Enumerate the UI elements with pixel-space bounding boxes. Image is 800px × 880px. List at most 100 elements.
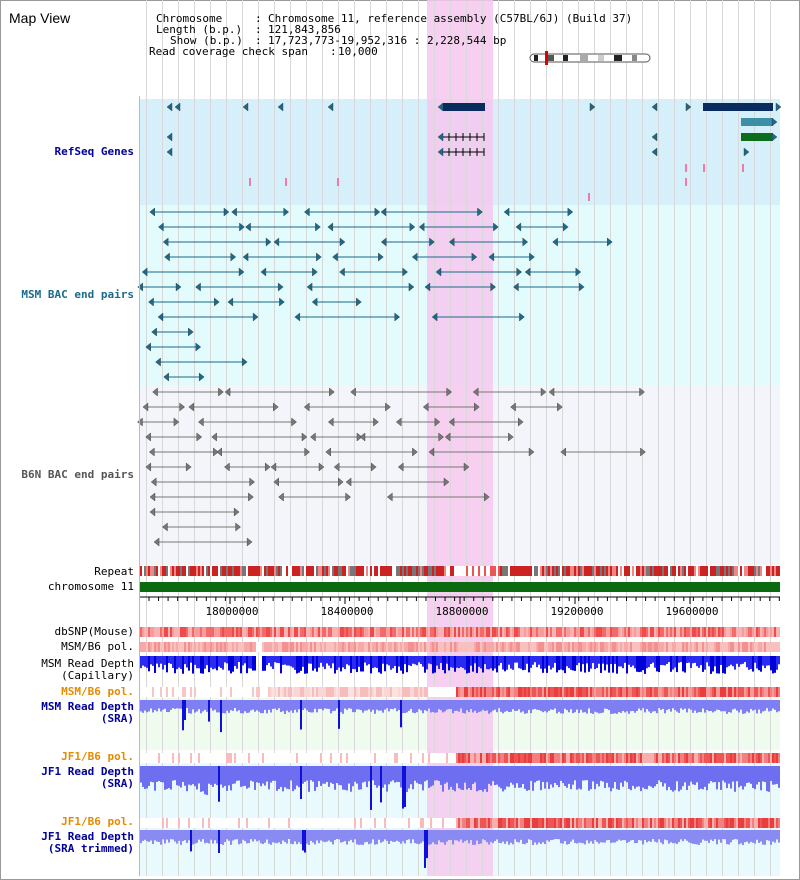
- pol-cell: [774, 818, 776, 828]
- depth-bar: [736, 766, 738, 782]
- dbsnp-cell: [630, 627, 632, 637]
- dbsnp-cell: [286, 627, 288, 637]
- depth-bar: [154, 656, 156, 674]
- depth-bar: [374, 656, 376, 668]
- depth-bar: [448, 766, 450, 790]
- depth-bar: [738, 766, 740, 788]
- depth-bar: [336, 830, 338, 840]
- dbsnp-cell: [546, 627, 548, 637]
- depth-bar: [516, 700, 518, 711]
- track-label-repeat[interactable]: Repeat: [94, 565, 134, 578]
- track-label-msm-b6-pol[interactable]: MSM/B6 pol.: [61, 640, 134, 653]
- depth-bar: [498, 766, 500, 787]
- depth-bar: [314, 766, 316, 791]
- depth-bar: [748, 700, 750, 713]
- gene-arrow-icon: [589, 102, 596, 112]
- pol-cell: [194, 687, 196, 697]
- depth-bar: [744, 700, 746, 714]
- depth-bar: [290, 830, 292, 844]
- snp-mark: [285, 178, 287, 186]
- pol-cell: [588, 818, 590, 828]
- pol-cell: [706, 818, 708, 828]
- dbsnp-cell: [698, 627, 700, 637]
- dbsnp-cell: [144, 627, 146, 637]
- track-label-msm-read-depth-sra[interactable]: MSM Read Depth: [41, 700, 134, 713]
- pol-cell: [580, 753, 582, 763]
- track-label-msm-b6-pol-2[interactable]: MSM/B6 pol.: [61, 685, 134, 698]
- depth-bar: [768, 700, 770, 712]
- track-label-jf1-read-depth-trimmed[interactable]: JF1 Read Depth: [41, 830, 134, 843]
- pol-cell: [608, 818, 610, 828]
- depth-bar: [740, 700, 742, 710]
- depth-bar: [426, 830, 428, 859]
- track-label-b6n-bac[interactable]: B6N BAC end pairs: [21, 468, 134, 481]
- repeat-block: [756, 566, 758, 576]
- depth-bar: [378, 830, 380, 840]
- depth-bar: [542, 766, 544, 782]
- depth-bar: [612, 656, 614, 673]
- pol-cell: [596, 818, 598, 828]
- track-label-msm-bac[interactable]: MSM BAC end pairs: [21, 288, 134, 301]
- depth-bar: [696, 700, 698, 713]
- pol-cell: [398, 687, 400, 697]
- pol-cell: [552, 687, 554, 697]
- pol-cell: [286, 687, 288, 697]
- pol-cell: [416, 753, 418, 763]
- repeat-block: [344, 566, 346, 576]
- pol-cell: [698, 818, 700, 828]
- depth-bar: [522, 830, 524, 844]
- pol-cell: [660, 753, 662, 763]
- msm-bac-pair-end: [315, 222, 321, 232]
- track-label-jf1-read-depth[interactable]: JF1 Read Depth: [41, 765, 134, 778]
- repeat-block: [250, 566, 252, 576]
- track-label-dbsnp[interactable]: dbSNP(Mouse): [54, 625, 134, 638]
- msm-bac-pair-end: [151, 327, 157, 337]
- pol-cell: [604, 687, 606, 697]
- dbsnp-cell: [590, 627, 592, 637]
- depth-bar: [238, 700, 240, 711]
- repeat-block: [602, 566, 604, 576]
- pol-cell: [556, 687, 558, 697]
- depth-bar: [168, 830, 170, 843]
- pol-cell: [778, 818, 780, 828]
- depth-bar: [720, 766, 722, 790]
- pol-cell: [202, 753, 204, 763]
- depth-bar: [436, 656, 438, 666]
- repeat-block: [758, 566, 760, 576]
- track-label-refseq[interactable]: RefSeq Genes: [54, 145, 134, 158]
- depth-bar: [154, 766, 156, 791]
- track-label-msm-read-depth[interactable]: MSM Read Depth: [41, 657, 134, 670]
- pol-cell: [646, 642, 648, 652]
- pol-cell: [584, 642, 586, 652]
- pol-cell: [186, 753, 188, 763]
- pol-cell: [140, 818, 142, 828]
- dbsnp-cell: [496, 627, 498, 637]
- dbsnp-cell: [356, 627, 358, 637]
- depth-bar: [684, 700, 686, 709]
- depth-bar: [250, 656, 252, 669]
- depth-bar: [688, 830, 690, 843]
- pol-cell: [496, 818, 498, 828]
- depth-bar: [440, 700, 442, 711]
- depth-bar: [636, 830, 638, 843]
- pol-cell: [256, 818, 258, 828]
- depth-bar: [406, 830, 408, 841]
- repeat-block: [374, 566, 376, 576]
- depth-bar: [702, 656, 704, 672]
- depth-bar: [446, 656, 448, 664]
- dbsnp-cell: [140, 627, 142, 637]
- pol-cell: [574, 753, 576, 763]
- repeat-block: [668, 566, 670, 576]
- dbsnp-cell: [372, 627, 374, 637]
- pol-cell: [246, 687, 248, 697]
- depth-bar: [706, 766, 708, 791]
- depth-bar: [676, 766, 678, 782]
- dbsnp-cell: [650, 627, 652, 637]
- dbsnp-cell: [624, 627, 626, 637]
- depth-bar: [680, 700, 682, 709]
- pol-cell: [178, 818, 180, 828]
- track-label-jf1-b6-pol[interactable]: JF1/B6 pol.: [61, 750, 134, 763]
- pol-cell: [492, 753, 494, 763]
- track-label-jf1-b6-pol-2[interactable]: JF1/B6 pol.: [61, 815, 134, 828]
- depth-bar: [566, 766, 568, 788]
